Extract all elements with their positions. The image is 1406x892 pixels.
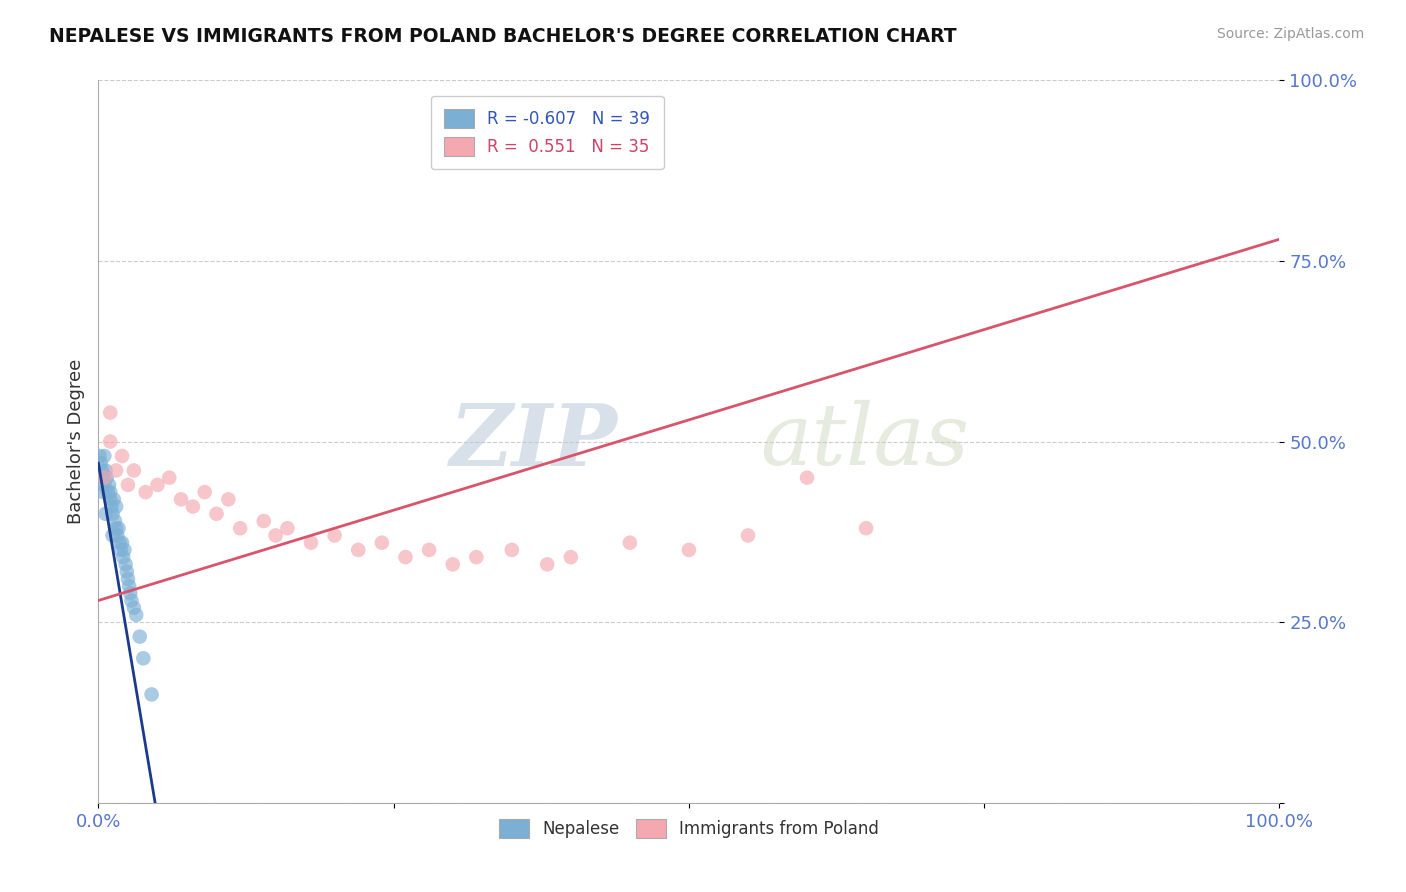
Point (619, 535, 641, 549)
Point (855, 521, 877, 535)
Point (132, 651, 155, 665)
Point (112, 550, 135, 565)
Point (90, 456, 112, 470)
Point (110, 542, 132, 557)
Point (108, 535, 131, 549)
Y-axis label: Bachelor's Degree: Bachelor's Degree (66, 359, 84, 524)
Point (112, 542, 135, 557)
Point (264, 528, 287, 542)
Text: NEPALESE VS IMMIGRANTS FROM POLAND BACHELOR'S DEGREE CORRELATION CHART: NEPALESE VS IMMIGRANTS FROM POLAND BACHE… (49, 27, 957, 45)
Point (194, 485, 217, 500)
Point (91, 485, 114, 500)
Point (122, 600, 145, 615)
Point (93, 471, 115, 485)
Point (105, 528, 128, 542)
Point (299, 535, 322, 549)
Point (465, 550, 488, 565)
Point (418, 542, 440, 557)
Point (101, 507, 124, 521)
Point (441, 558, 464, 572)
Point (105, 463, 128, 477)
Point (91, 471, 114, 485)
Point (323, 528, 346, 542)
Point (371, 535, 394, 549)
Point (98, 434, 121, 449)
Point (217, 492, 239, 507)
Point (796, 471, 818, 485)
Point (101, 528, 124, 542)
Point (157, 471, 180, 485)
Point (91, 463, 114, 477)
Point (394, 550, 416, 565)
Point (111, 535, 134, 549)
Point (104, 514, 127, 528)
Point (98, 485, 121, 500)
Point (125, 607, 148, 622)
Point (229, 521, 252, 535)
Point (97, 485, 120, 500)
Text: Source: ZipAtlas.com: Source: ZipAtlas.com (1216, 27, 1364, 41)
Point (737, 528, 759, 542)
Point (181, 500, 204, 514)
Point (276, 521, 298, 535)
Point (678, 542, 700, 557)
Point (115, 565, 138, 579)
Point (536, 558, 558, 572)
Point (89, 449, 111, 463)
Point (122, 463, 145, 477)
Point (128, 630, 150, 644)
Point (120, 586, 142, 600)
Point (170, 492, 193, 507)
Point (98, 492, 121, 507)
Point (98, 478, 121, 492)
Point (98, 406, 121, 420)
Point (141, 687, 163, 701)
Point (118, 579, 141, 593)
Point (121, 593, 143, 607)
Point (93, 449, 115, 463)
Point (100, 500, 122, 514)
Point (117, 572, 139, 586)
Point (146, 478, 169, 492)
Point (93, 478, 115, 492)
Point (96, 471, 118, 485)
Point (94, 507, 117, 521)
Point (135, 485, 157, 500)
Point (105, 500, 128, 514)
Point (347, 542, 370, 557)
Point (94, 463, 117, 477)
Point (107, 521, 129, 535)
Point (205, 507, 228, 521)
Point (560, 550, 582, 565)
Text: atlas: atlas (759, 401, 969, 483)
Point (111, 449, 134, 463)
Point (253, 514, 276, 528)
Point (105, 521, 128, 535)
Point (117, 478, 139, 492)
Point (501, 542, 523, 557)
Point (114, 558, 136, 572)
Text: ZIP: ZIP (450, 400, 619, 483)
Point (103, 492, 125, 507)
Legend: Nepalese, Immigrants from Poland: Nepalese, Immigrants from Poland (492, 813, 886, 845)
